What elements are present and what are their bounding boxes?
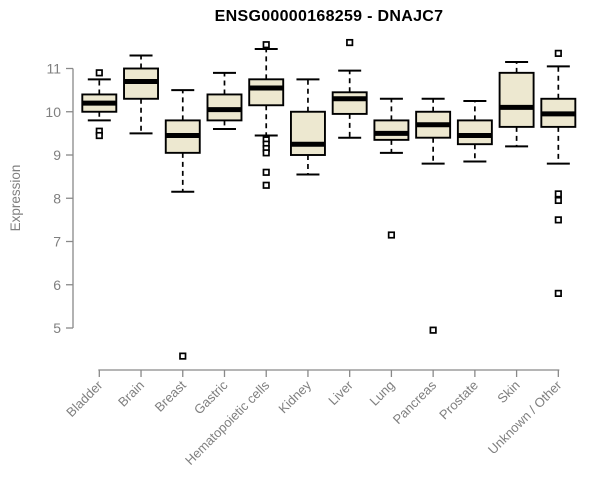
outlier-marker	[262, 181, 270, 189]
box-group	[248, 41, 285, 189]
outlier-marker	[554, 216, 562, 224]
x-tick-label: Skin	[494, 378, 522, 406]
boxes-group	[81, 38, 577, 360]
x-tick-label: Lung	[366, 378, 397, 409]
box-group	[415, 97, 452, 334]
x-tick-label: Liver	[325, 377, 356, 408]
outlier-marker	[429, 326, 437, 334]
y-tick-label: 9	[53, 147, 61, 163]
outlier-marker	[95, 69, 103, 77]
box-group	[540, 49, 577, 297]
box-group	[206, 71, 243, 131]
box-group	[123, 54, 159, 135]
iqr-box	[456, 119, 493, 146]
outlier-marker	[262, 41, 270, 49]
outlier-marker	[387, 231, 396, 239]
y-tick-label: 8	[53, 190, 61, 206]
x-tick-label: Bladder	[63, 377, 106, 420]
x-tick-label: Gastric	[191, 377, 231, 417]
y-tick-label: 10	[45, 104, 61, 120]
outlier-marker	[346, 38, 354, 47]
x-tick-label: Breast	[152, 377, 189, 414]
y-axis-label: Expression	[8, 165, 23, 232]
outlier-marker	[554, 289, 562, 297]
chart-title: ENSG00000168259 - DNAJC7	[215, 8, 444, 25]
box-group	[498, 61, 535, 148]
outlier-marker	[554, 196, 562, 205]
iqr-box	[248, 78, 285, 107]
iqr-box	[290, 110, 326, 156]
iqr-box	[331, 91, 368, 115]
x-tick-label: Prostate	[436, 378, 481, 423]
outlier-marker	[95, 131, 103, 140]
outlier-marker	[554, 190, 562, 198]
y-tick-label: 5	[53, 320, 61, 336]
outlier-marker	[262, 149, 270, 157]
box-group	[164, 89, 201, 360]
outlier-marker	[262, 168, 270, 176]
x-tick-label: Brain	[115, 378, 147, 410]
iqr-box	[498, 71, 535, 128]
x-tick-label: Pancreas	[390, 377, 440, 427]
y-tick-label: 7	[53, 234, 61, 250]
box-group	[331, 38, 368, 139]
iqr-box	[373, 119, 410, 141]
box-group	[373, 97, 410, 239]
box-group	[290, 78, 326, 176]
x-tick-label: Unknown / Other	[485, 377, 565, 457]
outlier-marker	[554, 49, 562, 57]
y-tick-label: 11	[46, 61, 61, 77]
outlier-marker	[179, 352, 187, 360]
box-group	[81, 69, 118, 140]
box-group	[456, 99, 493, 163]
x-tick-label: Kidney	[275, 377, 314, 416]
y-tick-label: 6	[53, 277, 61, 293]
